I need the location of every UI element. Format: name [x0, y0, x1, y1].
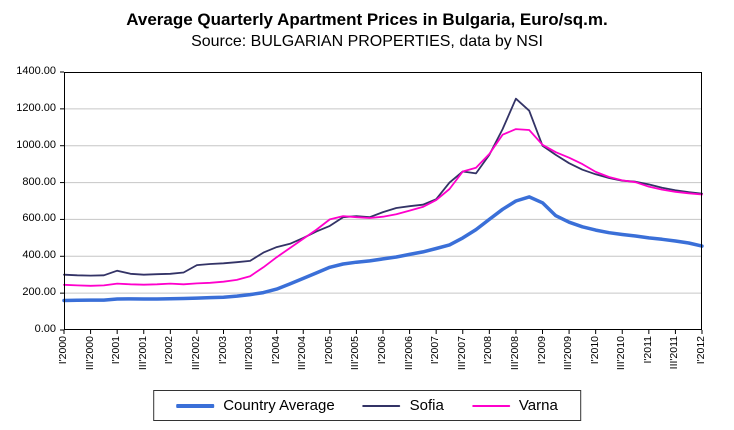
plot-area [60, 71, 704, 334]
y-tick-label: 1400.00 [16, 65, 56, 77]
x-tick-label: I'2007 [429, 336, 442, 365]
legend-label-varna: Varna [518, 397, 558, 414]
x-tick-label: III'2003 [243, 336, 256, 371]
x-tick-label: III'2010 [615, 336, 628, 371]
x-tick-label: III'2005 [349, 336, 362, 371]
plot-border [64, 72, 702, 330]
x-tick-label: I'2012 [695, 336, 707, 365]
legend-item-sofia: Sofia [362, 397, 444, 414]
x-tick-label: III'2007 [455, 336, 468, 371]
y-tick-label: 200.00 [22, 286, 56, 299]
x-tick-label: I'2009 [535, 336, 548, 365]
x-tick-label: III'2011 [668, 336, 681, 370]
x-tick-label: III'2000 [83, 336, 96, 371]
x-tick-label: I'2010 [588, 336, 601, 365]
x-tick-label: III'2001 [136, 336, 149, 371]
legend: Country Average Sofia Varna [153, 390, 581, 421]
legend-label-sofia: Sofia [409, 397, 444, 414]
series-line-varna [63, 128, 703, 287]
x-tick-label: I'2011 [641, 336, 654, 364]
x-tick-label: I'2008 [482, 336, 495, 365]
y-tick-label: 400.00 [22, 249, 56, 262]
legend-item-country-average: Country Average [176, 397, 335, 414]
y-tick-label: 0.00 [34, 323, 56, 335]
legend-line-swatch-country-average [176, 403, 215, 408]
x-tick-label: I'2006 [376, 336, 388, 365]
x-tick-label: III'2008 [508, 336, 521, 371]
x-tick-label: I'2002 [163, 336, 176, 365]
y-tick-label: 1000.00 [16, 138, 56, 151]
x-tick-label: I'2004 [269, 336, 282, 365]
y-tick-label: 600.00 [22, 212, 56, 225]
x-tick-label: I'2005 [322, 336, 335, 365]
series-line-sofia [63, 97, 703, 277]
legend-item-varna: Varna [471, 397, 558, 414]
x-tick-label: III'2002 [189, 336, 202, 371]
y-tick-label: 1200.00 [16, 101, 56, 114]
x-tick-label: III'2009 [562, 336, 575, 371]
x-tick-label: I'2001 [110, 336, 123, 365]
chart-subtitle: Source: BULGARIAN PROPERTIES, data by NS… [191, 33, 543, 50]
y-tick-label: 800.00 [22, 175, 56, 188]
x-tick-label: III'2006 [402, 336, 415, 371]
legend-line-swatch-sofia [362, 404, 401, 407]
chart-title: Average Quarterly Apartment Prices in Bu… [126, 10, 608, 29]
legend-label-country-average: Country Average [223, 397, 335, 414]
x-tick-label: I'2000 [57, 336, 69, 365]
x-tick-label: I'2003 [216, 336, 229, 365]
legend-line-swatch-varna [471, 404, 510, 407]
x-tick-label: III'2004 [296, 336, 309, 371]
series-line-country-average [62, 195, 704, 303]
